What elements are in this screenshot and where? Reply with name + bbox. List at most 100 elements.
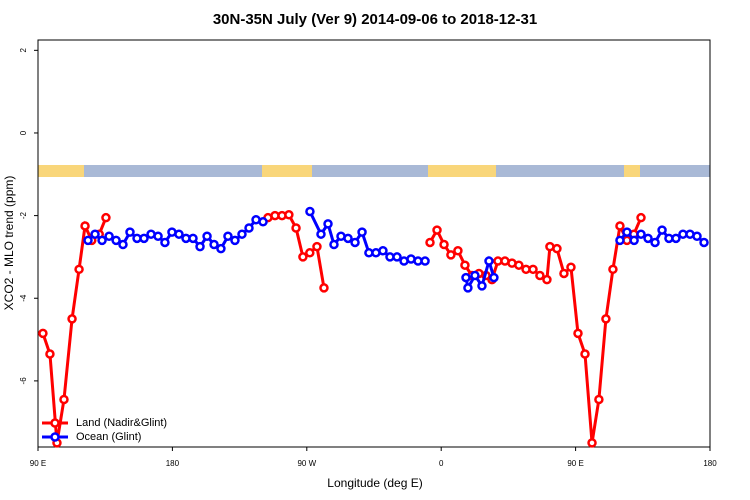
data-point (699, 237, 709, 248)
data-point (559, 268, 569, 279)
legend-marker (50, 432, 60, 442)
data-point (484, 256, 494, 266)
data-point (636, 229, 646, 239)
x-tick-label: 90 E (30, 459, 46, 468)
legend-label: Land (Nadir&Glint) (76, 417, 167, 429)
data-point (160, 237, 170, 248)
data-point (80, 221, 90, 231)
data-point (461, 272, 471, 283)
data-point (319, 283, 329, 293)
data-point (329, 239, 339, 250)
data-point (535, 270, 545, 281)
data-point (153, 231, 163, 242)
x-tick-label: 180 (703, 459, 717, 468)
data-point (316, 229, 326, 239)
data-point (357, 227, 367, 237)
data-point (74, 264, 84, 275)
plot-frame (37, 39, 711, 448)
data-point (392, 252, 402, 262)
data-point (643, 233, 653, 244)
data-point (237, 229, 247, 239)
data-point (312, 241, 322, 252)
data-point (528, 264, 538, 275)
x-axis-label: Longitude (deg E) (327, 476, 422, 490)
data-point (692, 231, 702, 242)
data-point (125, 227, 135, 237)
data-point (378, 245, 388, 256)
data-point (209, 239, 219, 250)
data-point (601, 314, 611, 324)
data-point (460, 260, 470, 270)
data-point (291, 223, 301, 233)
data-point (174, 229, 184, 239)
data-point (573, 328, 583, 339)
data-point (97, 235, 107, 246)
data-point (118, 239, 128, 250)
data-point (350, 237, 360, 248)
data-point (542, 274, 552, 285)
data-point (216, 243, 226, 254)
x-tick-label: 0 (439, 459, 444, 468)
y-tick-label: -2 (19, 212, 28, 220)
data-point (514, 260, 524, 270)
x-tick-label: 90 W (297, 459, 316, 468)
data-point (439, 239, 449, 250)
data-point (489, 272, 499, 283)
data-point (453, 245, 463, 256)
legend-label: Ocean (Glint) (76, 431, 141, 443)
data-point (284, 210, 294, 220)
data-point (629, 235, 639, 246)
data-point (305, 248, 315, 258)
land-ocean-strip (38, 165, 710, 177)
data-point (83, 235, 93, 246)
data-point (139, 233, 149, 244)
data-point (657, 225, 667, 235)
data-point (636, 212, 646, 223)
data-point (671, 233, 681, 244)
data-point (432, 225, 442, 235)
data-point (477, 281, 487, 291)
data-point (446, 250, 456, 260)
data-point (622, 227, 632, 237)
data-point (587, 438, 597, 448)
y-tick-label: -4 (19, 294, 28, 302)
data-point (59, 394, 69, 405)
data-point (38, 328, 48, 339)
data-point (90, 229, 100, 239)
data-point (104, 231, 114, 242)
data-point (188, 233, 198, 244)
data-point (202, 231, 212, 242)
data-point (463, 283, 473, 293)
y-tick-label: 0 (19, 130, 28, 135)
data-point (420, 256, 430, 266)
data-point (298, 252, 308, 262)
data-point (67, 314, 77, 324)
y-tick-label: -6 (19, 377, 28, 385)
y-tick-label: 2 (19, 48, 28, 53)
data-point (195, 241, 205, 252)
data-point (244, 223, 254, 233)
data-point (343, 233, 353, 244)
x-tick-label: 90 E (567, 459, 583, 468)
data-point (580, 349, 590, 359)
legend-marker (50, 418, 60, 428)
y-axis-label: XCO2 - MLO trend (ppm) (2, 176, 16, 311)
data-point (425, 237, 435, 248)
data-point (608, 264, 618, 275)
data-point (258, 217, 268, 227)
data-point (45, 349, 55, 359)
data-point (223, 231, 233, 242)
data-point (323, 219, 333, 229)
data-point (552, 243, 562, 254)
data-point (230, 235, 240, 246)
data-point (470, 270, 480, 281)
data-point (101, 212, 111, 223)
chart-title: 30N-35N July (Ver 9) 2014-09-06 to 2018-… (213, 11, 537, 28)
data-point (111, 235, 121, 246)
x-tick-label: 180 (166, 459, 180, 468)
data-point (594, 394, 604, 405)
data-point (566, 262, 576, 273)
data-point (615, 221, 625, 231)
data-point (615, 235, 625, 246)
